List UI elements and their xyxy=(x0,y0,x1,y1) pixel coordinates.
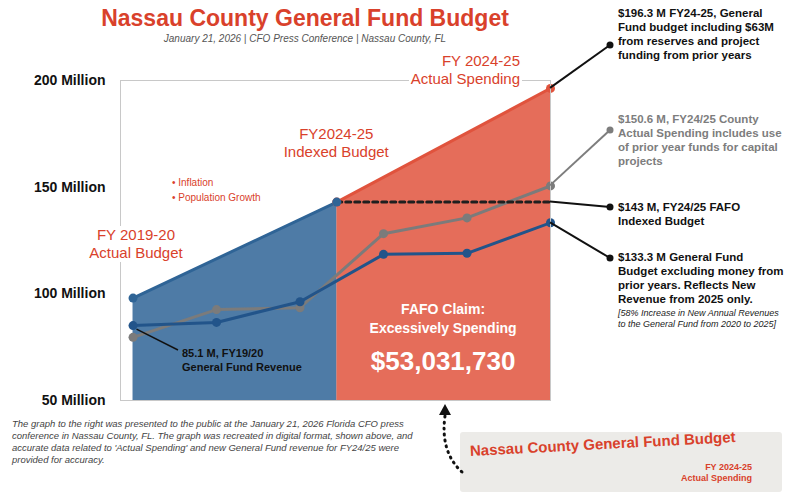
html-text:$150.6 M, FY24/25 County Actua: $150.6 M, FY24/25 County Actual Spending… xyxy=(618,113,782,167)
html-text:• Inflation: • Inflation xyxy=(172,177,214,188)
html-text:Nassau County General Fund Bud: Nassau County General Fund Budget xyxy=(469,428,736,459)
svg-text:150 Million: 150 Million xyxy=(34,179,106,195)
svg-text:100 Million: 100 Million xyxy=(34,285,106,301)
html-text:FY 2024-25 Actual Spending: FY 2024-25 Actual Spending xyxy=(410,52,520,87)
html-text:FY2024-25 Indexed Budget: FY2024-25 Indexed Budget xyxy=(283,125,389,160)
html-text:$133.3 M General Fund Budget e: $133.3 M General Fund Budget excluding m… xyxy=(618,251,784,305)
html-text:January 21, 2026 | CFO Press C: January 21, 2026 | CFO Press Conference … xyxy=(163,33,447,44)
html-text:Nassau County General Fund Bud: Nassau County General Fund Budget xyxy=(101,5,509,31)
html-text:$53,031,730: $53,031,730 xyxy=(370,346,516,376)
html-text:FAFO Claim: Excessively Spendi: FAFO Claim: Excessively Spending xyxy=(369,301,517,336)
html-text:85.1 M, FY19/20 General Fund R: 85.1 M, FY19/20 General Fund Revenue xyxy=(182,347,302,373)
html-text:[58% Increase in New Annual Re: [58% Increase in New Annual Revenues to … xyxy=(618,308,779,329)
svg-text:200 Million: 200 Million xyxy=(34,72,106,88)
html-text:FY 2024-25 Actual Spending: FY 2024-25 Actual Spending xyxy=(681,462,752,483)
html-text:$196.3 M FY24-25, General Fund: $196.3 M FY24-25, General Fund budget in… xyxy=(618,7,774,61)
html-text:The graph to the right was pre: The graph to the right was presented to … xyxy=(12,418,413,465)
svg-text:50 Million: 50 Million xyxy=(42,392,106,408)
html-text:$143 M, FY24/25 FAFO Indexed B: $143 M, FY24/25 FAFO Indexed Budget xyxy=(618,201,741,227)
html-text:FY 2019-20 Actual Budget: FY 2019-20 Actual Budget xyxy=(89,226,183,261)
html-text:• Population Growth: • Population Growth xyxy=(172,192,261,203)
